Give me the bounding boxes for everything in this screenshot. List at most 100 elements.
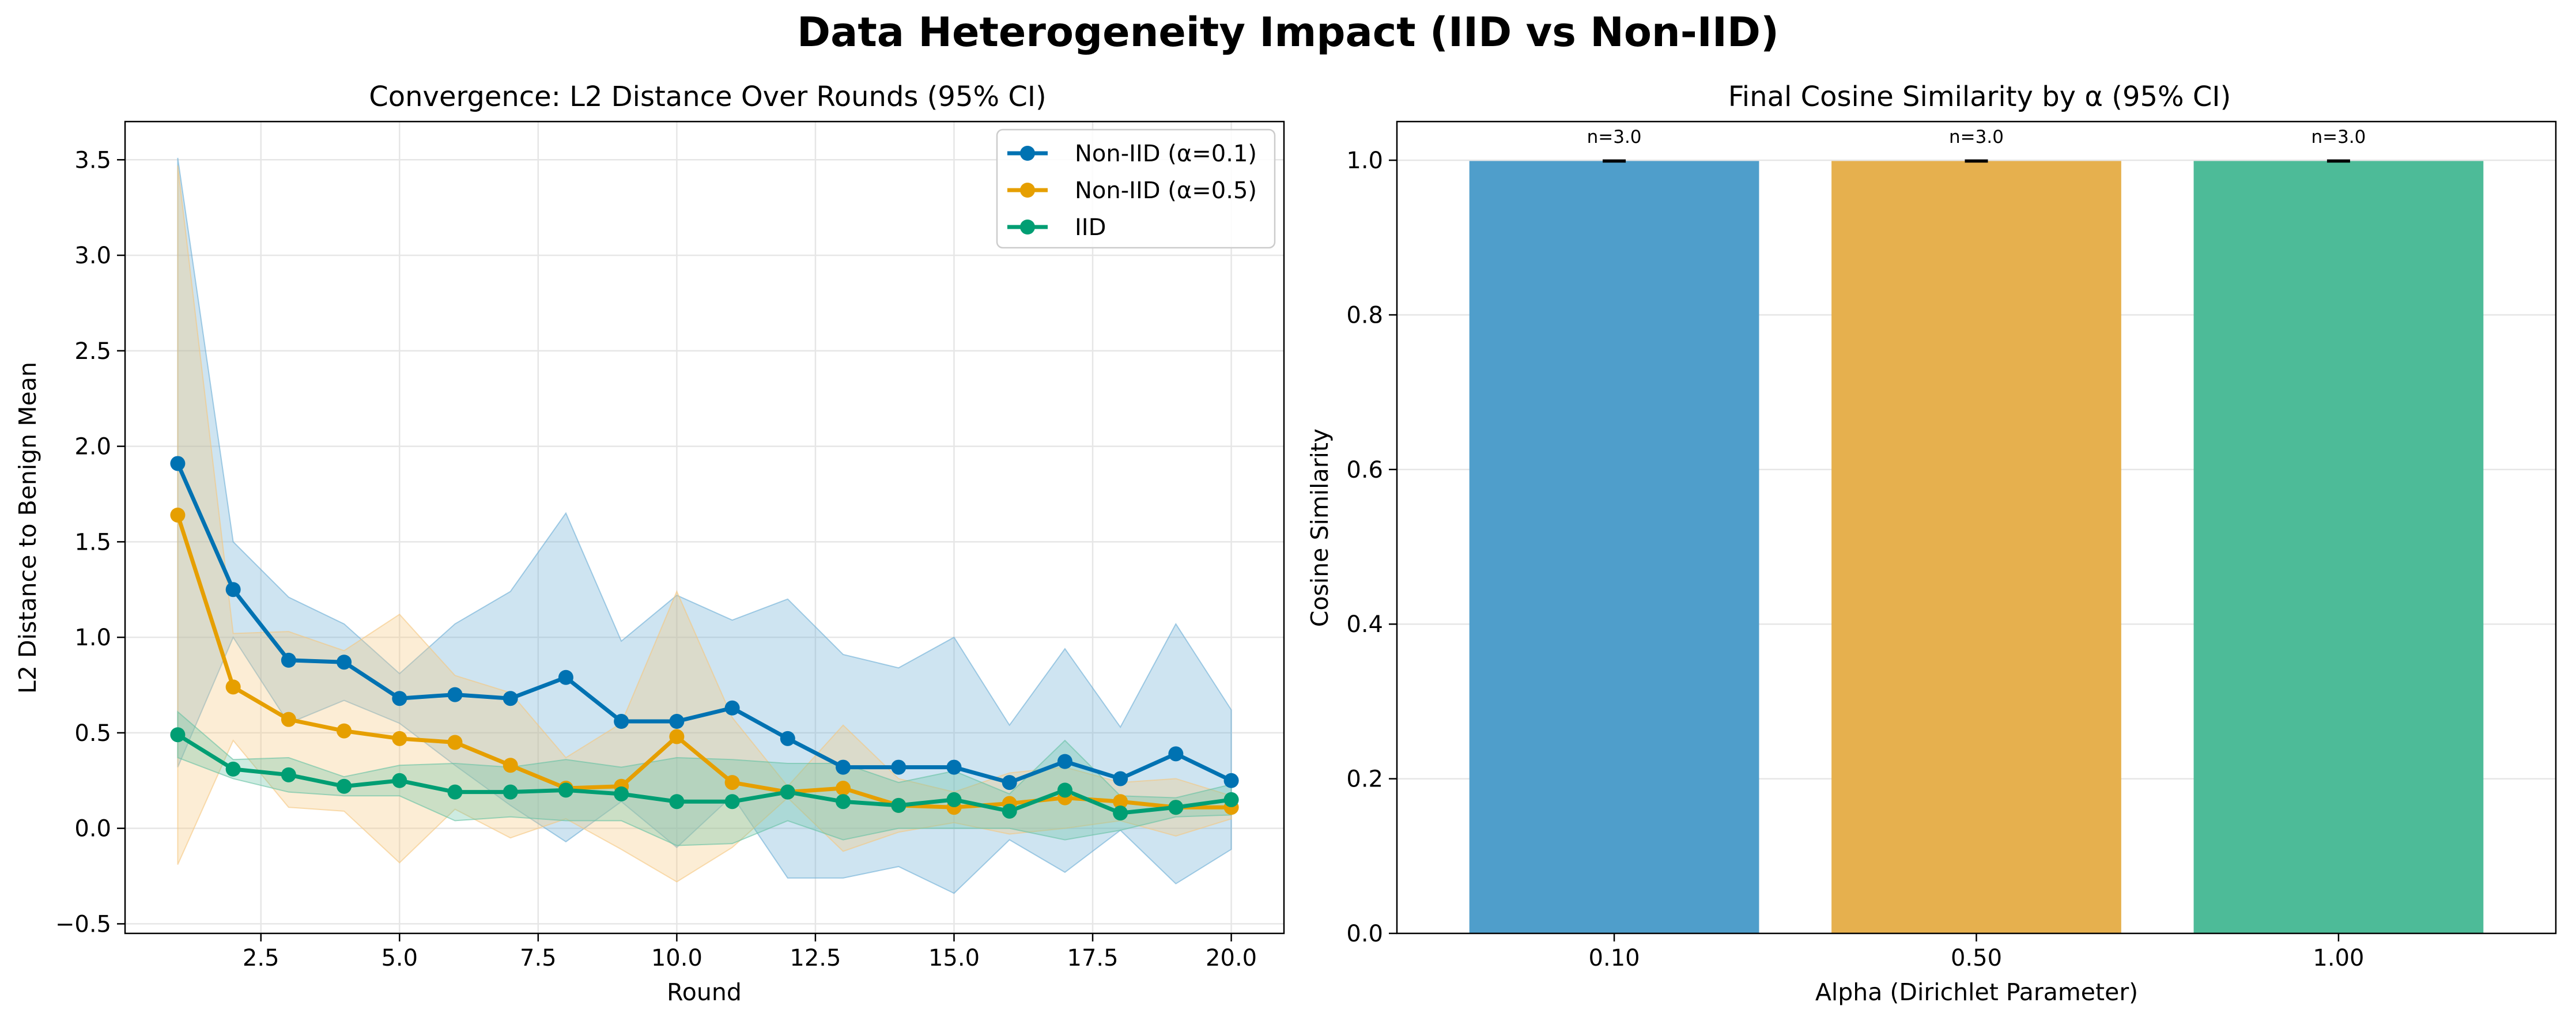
bar-data-labels: n=3.0 n=3.0 n=3.0 xyxy=(1587,127,2366,147)
y-tick-label: 0.0 xyxy=(1346,921,1383,947)
series-lines xyxy=(176,463,1233,815)
error-bars xyxy=(1603,159,2350,163)
data-point xyxy=(836,794,851,810)
bar-chart-title: Final Cosine Similarity by α (95% CI) xyxy=(1728,81,2231,113)
y-tick-label: 0.4 xyxy=(1346,611,1383,638)
x-tick-label: 10.0 xyxy=(651,945,702,971)
data-point xyxy=(1223,773,1239,788)
confidence-band xyxy=(177,165,1232,883)
data-point xyxy=(1168,746,1184,762)
y-tick-label: 1.0 xyxy=(74,625,111,651)
bar-chart-panel: Final Cosine Similarity by α (95% CI) n=… xyxy=(1306,81,2557,1006)
data-point xyxy=(225,679,241,695)
data-point xyxy=(281,652,296,668)
line-chart-y-label: L2 Distance to Benign Mean xyxy=(14,362,41,694)
data-point xyxy=(836,759,851,775)
x-tick-label: 0.50 xyxy=(1951,945,2002,971)
y-tick-label: 3.5 xyxy=(74,147,111,173)
y-tick-label: 0.0 xyxy=(74,816,111,842)
confidence-band xyxy=(177,710,1232,846)
bars xyxy=(1469,161,2484,933)
line-chart-x-ticks: 2.5 5.0 7.5 10.0 12.5 15.0 17.5 20.0 xyxy=(243,933,1257,971)
data-point xyxy=(724,794,740,810)
data-point xyxy=(337,778,352,794)
data-point xyxy=(558,782,573,798)
y-tick-label: 2.5 xyxy=(74,338,111,365)
x-tick-label: 5.0 xyxy=(381,945,418,971)
data-point xyxy=(1002,803,1017,819)
data-point xyxy=(392,691,407,706)
data-point xyxy=(225,582,241,597)
data-point xyxy=(614,786,629,801)
x-tick-label: 20.0 xyxy=(1206,945,1257,971)
bar-chart-y-ticks: 0.0 0.2 0.4 0.6 0.8 1.0 xyxy=(1346,147,1397,947)
x-tick-label: 2.5 xyxy=(243,945,279,971)
data-point xyxy=(1002,775,1017,791)
y-tick-label: 0.6 xyxy=(1346,457,1383,483)
data-point xyxy=(1168,800,1184,815)
x-tick-label: 15.0 xyxy=(928,945,980,971)
legend-label: Non-IID (α=0.1) xyxy=(1075,141,1257,167)
line-chart-frame xyxy=(124,120,1285,935)
data-point xyxy=(836,781,851,796)
data-point xyxy=(558,670,573,685)
y-tick-label: −0.5 xyxy=(55,911,111,937)
data-point xyxy=(170,456,186,471)
line-chart-panel: Convergence: L2 Distance Over Rounds (95… xyxy=(14,81,1285,1006)
y-tick-label: 0.5 xyxy=(74,720,111,747)
data-point xyxy=(281,712,296,727)
bar xyxy=(1831,161,2121,933)
figure-title: Data Heterogeneity Impact (IID vs Non-II… xyxy=(797,9,1779,56)
data-point xyxy=(1113,794,1128,810)
bar-data-label: n=3.0 xyxy=(1949,127,2004,147)
legend-label: Non-IID (α=0.5) xyxy=(1075,177,1257,204)
data-point xyxy=(946,759,962,775)
x-tick-label: 0.10 xyxy=(1589,945,1640,971)
bar-data-label: n=3.0 xyxy=(2311,127,2366,147)
data-point xyxy=(724,775,740,791)
line-chart-title: Convergence: L2 Distance Over Rounds (95… xyxy=(369,81,1047,113)
y-tick-label: 2.0 xyxy=(74,434,111,460)
x-tick-label: 12.5 xyxy=(790,945,841,971)
data-point xyxy=(1113,805,1128,821)
x-tick-label: 1.00 xyxy=(2313,945,2364,971)
data-point xyxy=(447,687,463,702)
data-point xyxy=(780,731,795,746)
bar xyxy=(1469,161,1759,933)
legend-box xyxy=(996,128,1276,249)
bar-data-label: n=3.0 xyxy=(1587,127,1642,147)
data-point xyxy=(281,767,296,782)
y-tick-label: 0.8 xyxy=(1346,302,1383,328)
x-tick-label: 7.5 xyxy=(520,945,557,971)
data-point xyxy=(1057,754,1072,769)
series-line xyxy=(176,514,1232,810)
data-point xyxy=(1057,782,1072,798)
data-point xyxy=(447,784,463,800)
y-tick-label: 1.5 xyxy=(74,529,111,555)
data-point xyxy=(1113,771,1128,786)
data-point xyxy=(337,723,352,739)
bar-chart-y-label: Cosine Similarity xyxy=(1306,429,1334,627)
series-points xyxy=(170,456,1239,821)
legend-marker xyxy=(1020,220,1035,234)
y-tick-label: 0.2 xyxy=(1346,766,1383,793)
data-point xyxy=(946,792,962,807)
series-line xyxy=(176,463,1233,785)
data-point xyxy=(337,655,352,670)
data-point xyxy=(170,507,186,523)
line-chart-legend: Non-IID (α=0.1) Non-IID (α=0.5) IID xyxy=(996,128,1276,249)
line-chart-y-ticks: −0.5 0.0 0.5 1.0 1.5 2.0 2.5 3.0 3.5 xyxy=(55,147,125,937)
line-chart-grid xyxy=(125,122,1284,933)
bar-chart-x-ticks: 0.10 0.50 1.00 xyxy=(1589,933,2364,971)
data-point xyxy=(669,714,685,729)
data-point xyxy=(447,735,463,750)
x-tick-label: 17.5 xyxy=(1067,945,1119,971)
y-tick-label: 1.0 xyxy=(1346,147,1383,174)
legend-label: IID xyxy=(1075,214,1106,241)
data-point xyxy=(669,794,685,810)
series-line xyxy=(176,733,1232,815)
data-point xyxy=(1223,792,1239,807)
data-point xyxy=(503,758,518,773)
legend-marker xyxy=(1020,183,1035,198)
